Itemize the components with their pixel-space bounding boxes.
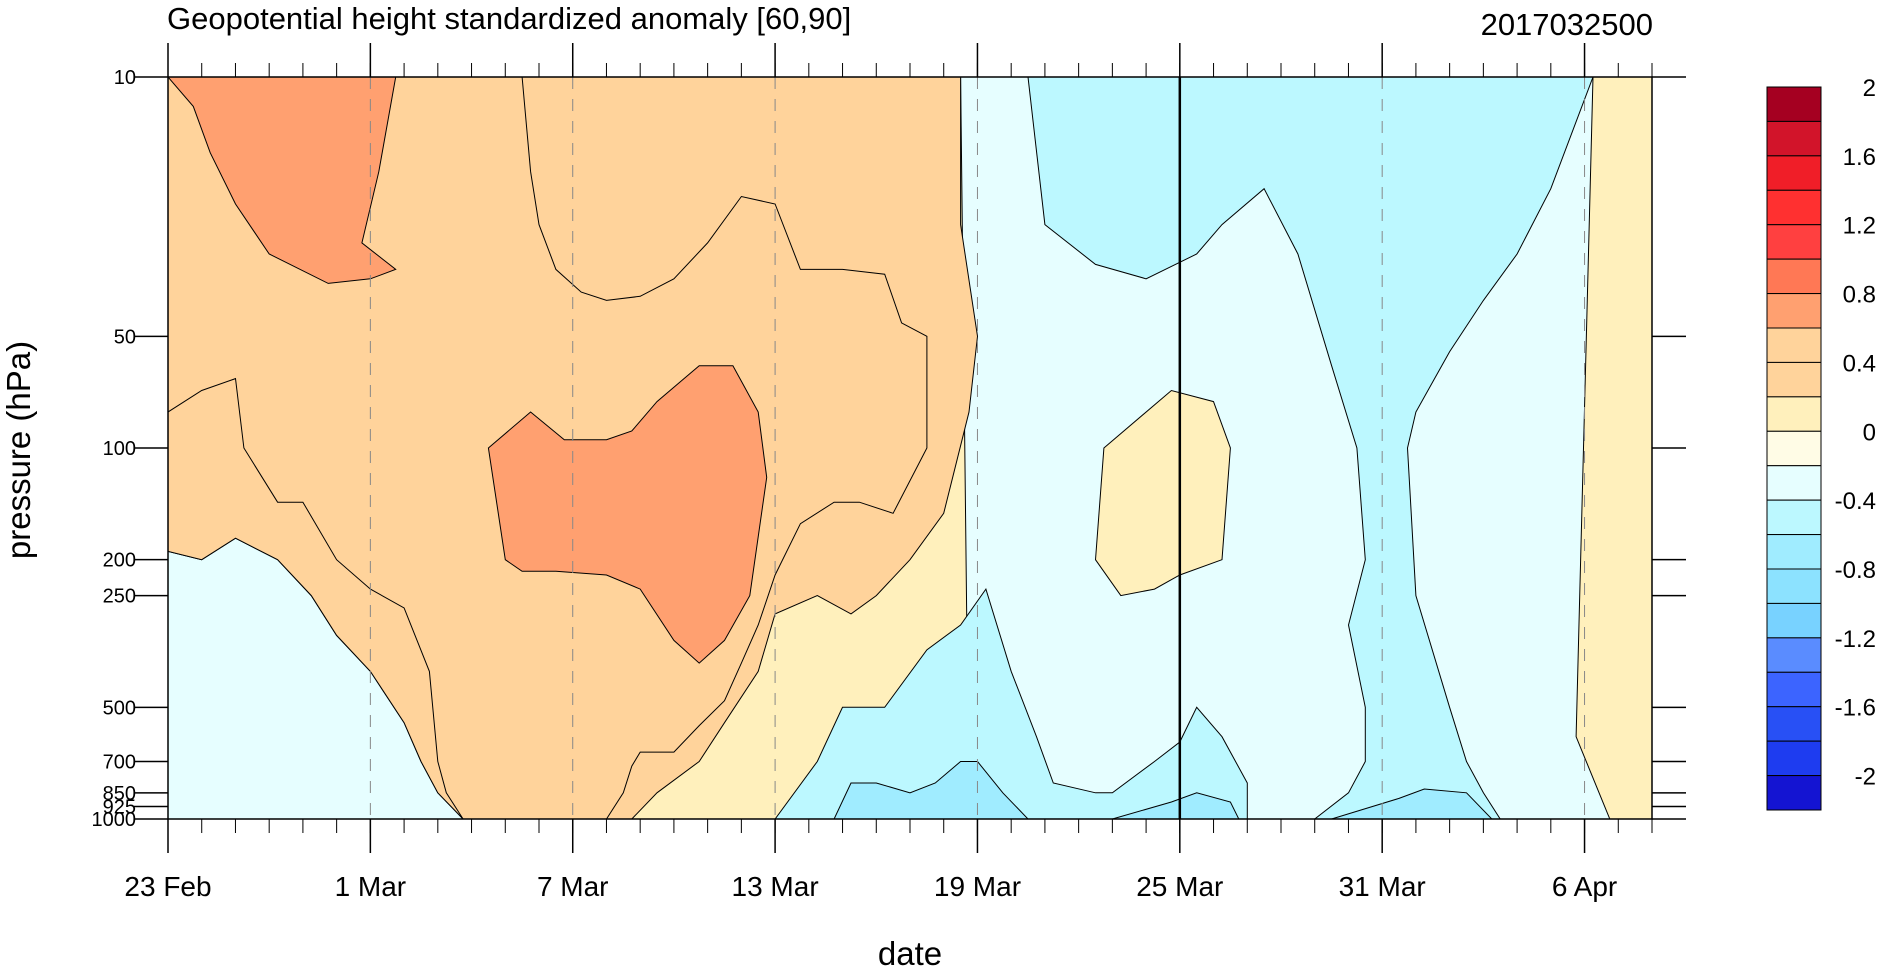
y-tick-label: 200 — [103, 550, 136, 572]
contour-region-5 — [1331, 788, 1493, 819]
colorbar-swatch — [1766, 361, 1822, 398]
y-tick-label: 1000 — [92, 809, 137, 831]
colorbar-swatch — [1766, 258, 1822, 295]
colorbar-swatch — [1766, 775, 1822, 811]
contour-fill-layer — [168, 77, 1652, 819]
y-tick-label: 250 — [103, 586, 136, 608]
y-tick-label: 925 — [103, 796, 136, 818]
colorbar-label: 2 — [1863, 75, 1876, 102]
colorbar-label: 0 — [1863, 419, 1876, 446]
colorbar: -2 -1.6 -1.2 -0.8 -0.4 0 0.4 0.8 1.2 1.6 2 — [1766, 75, 1876, 811]
x-tick-label: 6 Apr — [1552, 871, 1617, 902]
y-tick-label: 50 — [114, 326, 136, 348]
contour-region-2 — [774, 587, 1248, 819]
y-tick-label: 500 — [103, 697, 136, 719]
contour-region-4 — [1112, 792, 1240, 819]
colorbar-label: 1.2 — [1843, 213, 1876, 240]
y-tick-label: 850 — [103, 783, 136, 805]
colorbar-label: 1.6 — [1843, 144, 1876, 171]
colorbar-swatch — [1766, 499, 1822, 536]
contour-region-13 — [168, 77, 397, 284]
colorbar-swatch — [1766, 155, 1822, 191]
colorbar-swatch — [1766, 671, 1822, 708]
x-tick-label: 25 Mar — [1136, 871, 1223, 902]
colorbar-swatch — [1766, 465, 1822, 501]
contour-region-3 — [833, 761, 1029, 819]
colorbar-swatch — [1766, 293, 1822, 329]
x-tick-label: 31 Mar — [1339, 871, 1426, 902]
colorbar-swatch — [1766, 396, 1822, 432]
colorbar-swatch — [1766, 602, 1822, 639]
y-tick-label: 10 — [114, 67, 136, 89]
contour-region-1 — [1027, 77, 1594, 819]
colorbar-swatch — [1766, 534, 1822, 570]
y-axis-title: pressure (hPa) — [0, 341, 37, 559]
colorbar-swatch — [1766, 740, 1822, 777]
colorbar-swatch — [1766, 430, 1822, 467]
contour-region-14 — [487, 365, 768, 664]
colorbar-label: -0.8 — [1835, 557, 1876, 584]
x-tick-label: 23 Feb — [124, 871, 211, 902]
x-tick-label: 1 Mar — [335, 871, 407, 902]
chart-title: Geopotential height standardized anomaly… — [167, 1, 851, 36]
y-tick-label: 700 — [103, 752, 136, 774]
colorbar-swatch — [1766, 637, 1822, 673]
colorbar-label: -2 — [1855, 764, 1876, 791]
x-tick-label: 7 Mar — [537, 871, 609, 902]
colorbar-swatch — [1766, 120, 1822, 157]
colorbar-label: -1.2 — [1835, 626, 1876, 653]
colorbar-swatch — [1766, 327, 1822, 363]
axes: 23 Feb 1 Mar 7 Mar 13 Mar 19 Mar 25 Mar 31 Mar… — [92, 43, 1686, 902]
x-axis-title: date — [878, 935, 942, 969]
x-tick-label: 19 Mar — [934, 871, 1021, 902]
chart-timestamp: 2017032500 — [1481, 7, 1653, 42]
contour-region-11 — [1094, 389, 1231, 597]
x-tick-label: 13 Mar — [732, 871, 819, 902]
colorbar-swatch — [1766, 706, 1822, 742]
colorbar-label: -1.6 — [1835, 695, 1876, 722]
colorbar-label: -0.4 — [1835, 488, 1876, 515]
colorbar-swatch — [1766, 568, 1822, 604]
colorbar-swatch — [1766, 224, 1822, 260]
colorbar-label: 0.8 — [1843, 282, 1876, 309]
colorbar-label: 0.4 — [1843, 350, 1876, 377]
y-tick-label: 100 — [103, 438, 136, 460]
colorbar-swatch — [1766, 86, 1822, 122]
colorbar-swatch — [1766, 189, 1822, 226]
